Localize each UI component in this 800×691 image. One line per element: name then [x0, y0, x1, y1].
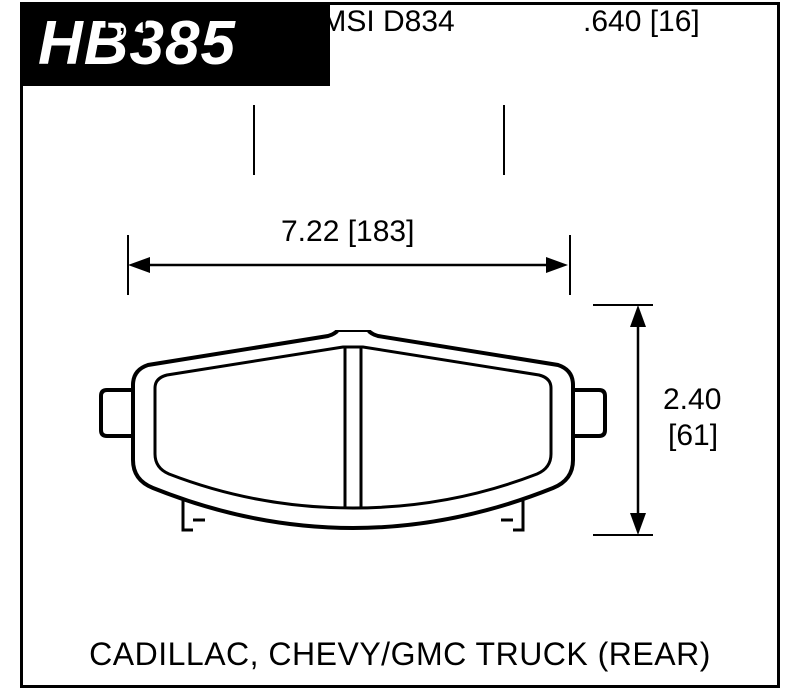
- spec-thickness: .640 [16]: [583, 5, 700, 39]
- spec-fmsi: FMSI D834: [303, 5, 455, 39]
- spec-separator-2: [503, 105, 505, 175]
- brake-pad-outline: [93, 330, 613, 550]
- height-dimension-mm: [61]: [668, 419, 718, 453]
- width-dimension-label: 7.22 [183]: [281, 215, 414, 249]
- spec-codes: F, Y: [103, 5, 154, 39]
- height-tick-top: [593, 303, 653, 307]
- diagram-frame: HB385 F, Y FMSI D834 .640 [16] 7.22 [183…: [20, 2, 780, 688]
- height-dimension-in: 2.40: [663, 383, 721, 417]
- spec-separator-1: [253, 105, 255, 175]
- height-dimension-arrow: [618, 305, 658, 535]
- width-tick-left: [126, 235, 130, 295]
- width-dimension-arrow: [128, 245, 568, 285]
- width-tick-right: [568, 235, 572, 295]
- application-footer: CADILLAC, CHEVY/GMC TRUCK (REAR): [23, 636, 777, 673]
- part-number-header: HB385: [20, 2, 330, 86]
